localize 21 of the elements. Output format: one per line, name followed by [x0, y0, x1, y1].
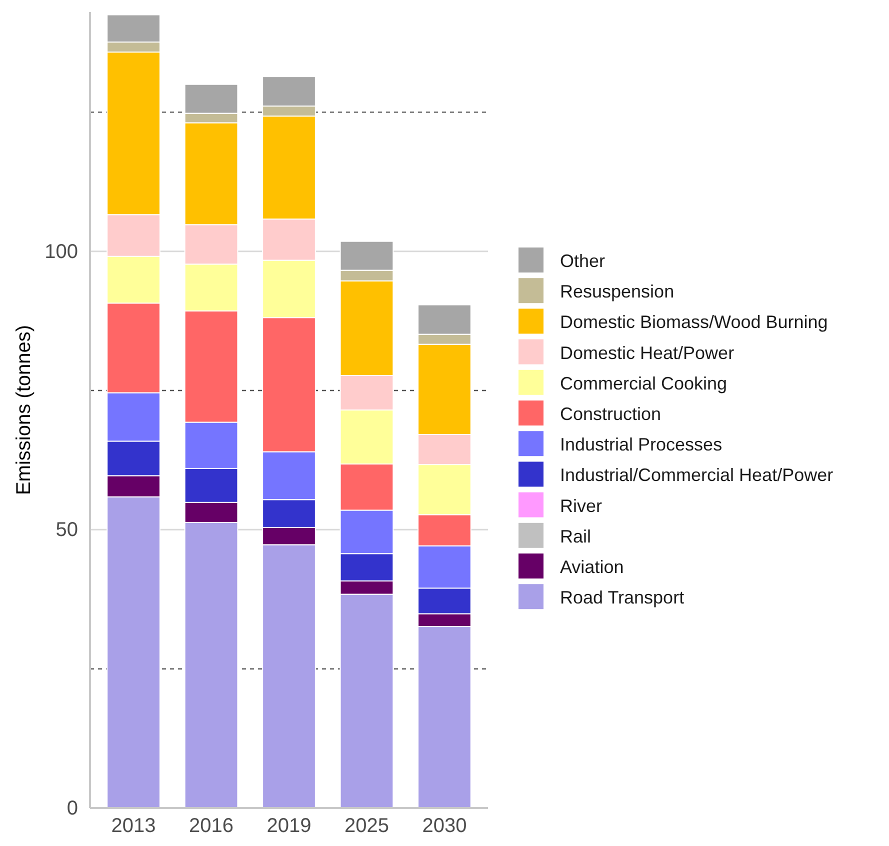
y-tick-label: 100 — [44, 240, 78, 263]
legend-label: Domestic Heat/Power — [560, 342, 734, 363]
y-tick-label: 0 — [66, 797, 78, 820]
legend-label: Rail — [560, 526, 592, 546]
y-axis-title: Emissions (tonnes) — [13, 324, 35, 496]
legend-label: Domestic Biomass/Wood Burning — [560, 312, 828, 332]
x-tick-label: 2019 — [266, 815, 312, 838]
legend-label: Construction — [560, 404, 662, 424]
legend-label: Industrial/Commercial Heat/Power — [560, 465, 834, 486]
legend-label: River — [560, 496, 602, 516]
legend-label: Resuspension — [560, 282, 674, 302]
x-tick-label: 2016 — [189, 815, 234, 838]
legend-label: Aviation — [560, 557, 624, 577]
x-tick-label: 2030 — [422, 815, 467, 838]
x-tick-label: 2013 — [111, 815, 156, 838]
x-tick-label: 2025 — [344, 815, 389, 838]
legend-label: Commercial Cooking — [560, 373, 728, 394]
legend-label: Road Transport — [560, 588, 684, 608]
legend-label: Other — [560, 251, 606, 271]
y-tick-label: 50 — [56, 519, 78, 542]
legend-label: Industrial Processes — [560, 434, 722, 455]
